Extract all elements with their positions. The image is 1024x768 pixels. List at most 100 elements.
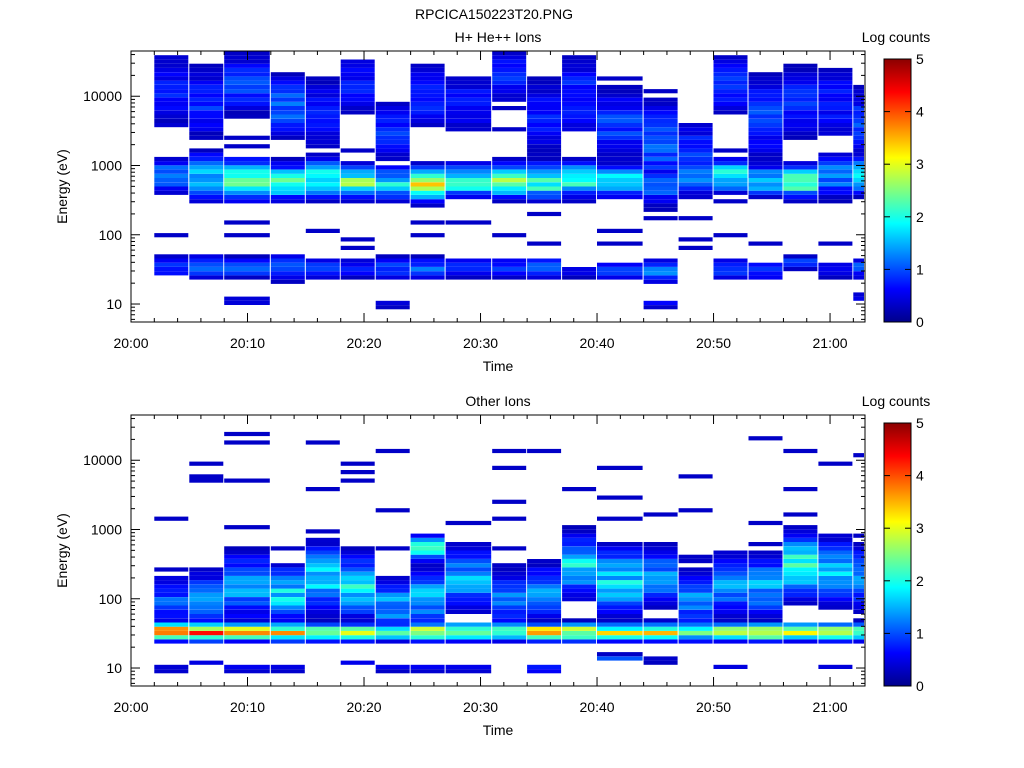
heatmap-cell [492, 76, 527, 81]
heatmap-cell [713, 67, 748, 73]
heatmap-cell [853, 195, 864, 200]
heatmap-cell [154, 190, 189, 195]
heatmap-cell [224, 144, 270, 149]
heatmap-cell [492, 258, 527, 263]
heatmap-cell [270, 580, 305, 585]
heatmap-cell [527, 559, 562, 564]
heatmap-cell [713, 571, 748, 576]
y-tick-label: 1000 [91, 157, 122, 173]
heatmap-cell [783, 529, 818, 534]
heatmap-cell [562, 618, 597, 623]
heatmap-cell [305, 165, 340, 170]
heatmap-cell [410, 63, 445, 68]
heatmap-cell [853, 131, 864, 136]
heatmap-cell [270, 258, 305, 263]
heatmap-cell [375, 631, 410, 636]
heatmap-cell [340, 89, 375, 94]
heatmap-cell [818, 173, 853, 178]
heatmap-cell [154, 271, 189, 276]
heatmap-cell [678, 190, 713, 195]
heatmap-cell [375, 575, 410, 581]
heatmap-cell [410, 80, 445, 85]
heatmap-cell [305, 139, 340, 145]
heatmap-cell [713, 550, 748, 555]
heatmap-cell [305, 258, 340, 263]
heatmap-cell [340, 67, 375, 73]
heatmap-cell [445, 93, 492, 98]
heatmap-cell [189, 660, 224, 665]
heatmap-cell [224, 106, 270, 111]
heatmap-cell [410, 546, 445, 551]
heatmap-cell [678, 216, 713, 221]
heatmap-cell [445, 559, 492, 564]
heatmap-cell [340, 631, 375, 636]
colorbar-tick-label: 3 [916, 156, 924, 172]
heatmap-cell [597, 575, 643, 581]
heatmap-cell [189, 106, 224, 111]
heatmap-cell [527, 106, 562, 111]
y-tick-label: 10 [106, 660, 122, 676]
heatmap-cell [527, 622, 562, 627]
heatmap-cell [224, 580, 270, 585]
heatmap-cell [224, 567, 270, 572]
heatmap-cell [818, 267, 853, 272]
heatmap-cell [375, 148, 410, 153]
heatmap-cell [643, 127, 678, 132]
heatmap-cell [375, 635, 410, 640]
heatmap-cell [224, 59, 270, 64]
heatmap-cell [597, 156, 643, 162]
heatmap-cell [189, 275, 224, 280]
heatmap-cell [445, 575, 492, 581]
heatmap-cell [562, 199, 597, 204]
heatmap-cell [224, 431, 270, 437]
heatmap-cell [853, 296, 864, 301]
x-tick-label: 20:40 [580, 335, 615, 351]
heatmap-cell [189, 161, 224, 166]
heatmap-cell [410, 537, 445, 542]
heatmap-cell [189, 93, 224, 98]
heatmap-cell [224, 550, 270, 555]
heatmap-cell [527, 101, 562, 106]
heatmap-cell [445, 169, 492, 174]
heatmap-cell [713, 601, 748, 606]
heatmap-cell [410, 220, 445, 225]
heatmap-cell [270, 567, 305, 572]
heatmap-cell [713, 622, 748, 627]
heatmap-cell [305, 592, 340, 597]
heatmap-cell [783, 546, 818, 551]
heatmap-cell [597, 101, 643, 106]
heatmap-cell [154, 123, 189, 128]
heatmap-cell [643, 216, 678, 221]
heatmap-cell [492, 575, 527, 581]
heatmap-cell [527, 575, 562, 581]
heatmap-cell [375, 597, 410, 602]
heatmap-cell [224, 631, 270, 636]
heatmap-cell [597, 110, 643, 115]
heatmap-cell [527, 165, 562, 170]
heatmap-cell [270, 622, 305, 627]
heatmap-cell [853, 626, 864, 631]
heatmap-cell [562, 584, 597, 589]
heatmap-cell [189, 89, 224, 94]
heatmap-cell [375, 271, 410, 276]
heatmap-cell [527, 80, 562, 85]
heatmap-cell [410, 97, 445, 102]
heatmap-cell [783, 178, 818, 183]
heatmap-cell [643, 161, 678, 166]
heatmap-cell [305, 228, 340, 233]
heatmap-cell [853, 575, 864, 581]
heatmap-cell [305, 114, 340, 119]
heatmap-cell [643, 546, 678, 551]
heatmap-cell [189, 567, 224, 572]
heatmap-cell [492, 51, 527, 56]
heatmap-cell [818, 76, 853, 81]
heatmap-cell [818, 178, 853, 183]
heatmap-cell [853, 453, 864, 458]
heatmap-cell [445, 114, 492, 119]
heatmap-cell [853, 101, 864, 106]
heatmap-cell [224, 195, 270, 200]
heatmap-cell [410, 101, 445, 106]
heatmap-cell [189, 101, 224, 106]
heatmap-cell [783, 567, 818, 572]
heatmap-cell [492, 516, 527, 521]
